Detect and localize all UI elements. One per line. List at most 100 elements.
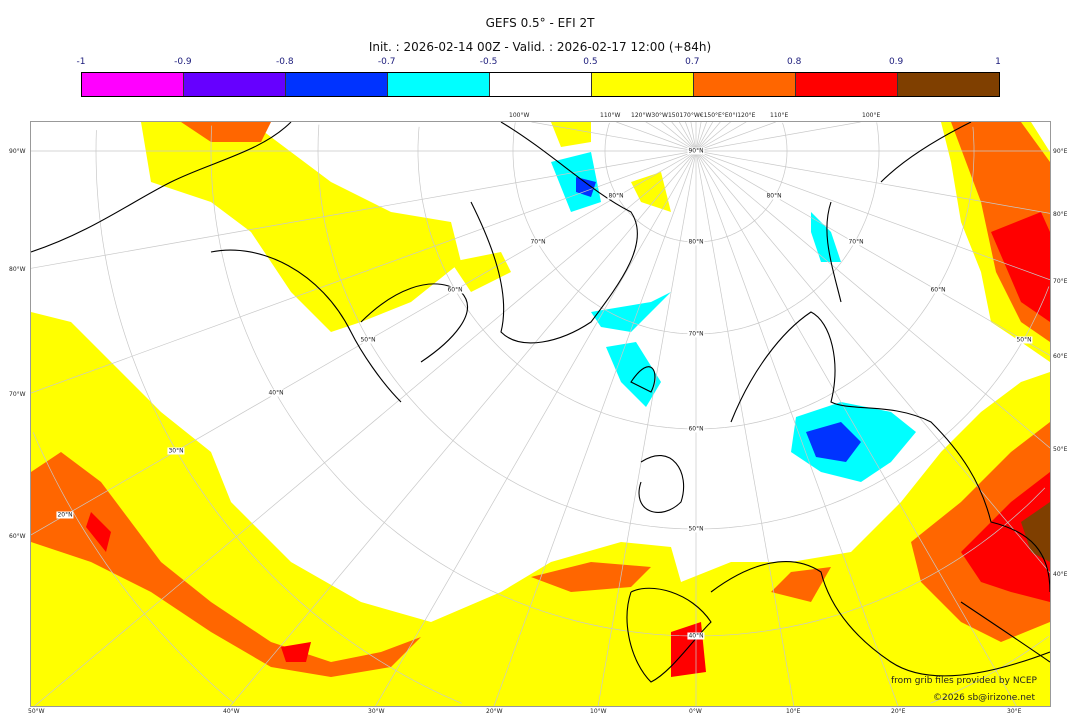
copyright: ©2026 sb@irizone.net	[933, 693, 1035, 703]
colorbar-tick-label: -0.7	[377, 57, 396, 67]
meridian-line	[695, 122, 731, 152]
efi-anomaly-area	[141, 122, 461, 332]
colorbar-tick-label: -1	[76, 57, 86, 67]
graticule-label: 30°E	[1007, 708, 1022, 715]
latitude-label: 80°N	[765, 192, 783, 200]
meridian-line	[695, 150, 1050, 281]
parallel-line	[32, 432, 234, 703]
graticule-label: 100°W	[509, 112, 530, 119]
coastline	[470, 122, 638, 344]
graticule-label: 0°W	[689, 708, 702, 715]
efi-anomaly-area	[671, 622, 706, 677]
chart-title: GEFS 0.5° - EFI 2T	[485, 16, 595, 30]
meridian-line	[695, 150, 795, 706]
meridian-line	[375, 150, 697, 706]
graticule-label: 20°E	[891, 708, 906, 715]
meridian-line	[695, 122, 776, 152]
meridian-line	[31, 150, 697, 394]
graticule-label: 30°W	[368, 708, 385, 715]
colorbar-tick-label: 0.5	[583, 57, 598, 67]
meridian-line	[695, 122, 702, 152]
colorbar-segment	[796, 73, 898, 96]
graticule-label: 20°W	[486, 708, 503, 715]
efi-anomaly-area	[531, 562, 651, 592]
meridian-line	[678, 122, 697, 152]
meridian-line	[695, 150, 1050, 214]
meridian-line	[31, 150, 697, 269]
graticule-label: 110°W	[600, 112, 621, 119]
map: 90°N 80°N 70°N 60°N 50°N 40°N 80°N 70°N 60°N 50°N…	[30, 121, 1051, 707]
efi-anomaly-area	[806, 422, 861, 462]
colorbar-tick-label: -0.8	[275, 57, 294, 67]
coastline	[638, 455, 685, 513]
graticule-label: 100°E	[862, 112, 881, 119]
meridian-line	[695, 122, 721, 152]
meridian-line	[645, 122, 697, 152]
parallel-line	[95, 130, 462, 704]
colorbar-segment	[388, 73, 490, 96]
meridian-line	[597, 150, 697, 706]
efi-anomaly-area	[31, 312, 1050, 706]
meridian-line	[695, 150, 1050, 574]
source-credit: from grib files provided by NCEP	[891, 676, 1037, 686]
graticule-label: 70°W	[9, 391, 26, 398]
parallel-line	[876, 122, 880, 151]
graticule-label: 80°E	[1053, 211, 1068, 218]
parallel-line	[210, 125, 1046, 637]
coastline	[730, 311, 1050, 593]
colorbar-segment	[286, 73, 388, 96]
meridian-line	[695, 150, 899, 706]
efi-anomaly-area	[591, 292, 671, 332]
graticule-label: 40°E	[1053, 571, 1068, 578]
graticule-label: 70°E	[1053, 278, 1068, 285]
graticule-label: 50°W	[28, 708, 45, 715]
graticule-label: 10°E	[786, 708, 801, 715]
colorbar-segment	[82, 73, 184, 96]
meridian-line	[685, 122, 697, 152]
efi-anomaly-area	[281, 642, 311, 662]
coastline	[626, 587, 712, 683]
meridian-line	[695, 122, 747, 152]
latitude-label: 70°N	[847, 238, 865, 246]
meridian-line	[531, 122, 697, 152]
latitude-label: 80°N	[607, 192, 625, 200]
coastline	[210, 249, 402, 403]
coastline	[710, 561, 1050, 677]
graticule-label: 90°W	[9, 148, 26, 155]
graticule-label: 50°E	[1053, 446, 1068, 453]
efi-anomaly-area	[1021, 502, 1050, 562]
efi-anomaly-area	[811, 212, 841, 262]
map-canvas	[31, 122, 1050, 706]
colorbar-tick-label: -0.5	[479, 57, 498, 67]
colorbar-tick-label: 0.9	[888, 57, 904, 67]
colorbar	[81, 72, 1000, 97]
latitude-label: 60°N	[929, 286, 947, 294]
latitude-label: 60°N	[446, 286, 464, 294]
efi-anomaly-area	[86, 512, 111, 552]
parallel-line	[930, 636, 1049, 704]
latitude-label: 70°N	[529, 238, 547, 246]
parallel-line	[417, 126, 975, 430]
colorbar-segment	[490, 73, 592, 96]
meridian-line	[695, 150, 1050, 356]
parallel-line	[604, 122, 788, 243]
colorbar-segment	[184, 73, 286, 96]
latitude-label: 20°N	[56, 511, 74, 519]
graticule-label: 110°E	[770, 112, 789, 119]
graticule-label: 60°W	[9, 533, 26, 540]
latitude-label: 60°N	[687, 425, 705, 433]
meridian-line	[695, 150, 1050, 449]
meridian-line	[616, 122, 697, 152]
colorbar-tick-label: 1	[995, 57, 1001, 67]
graticule-label: 10°W	[590, 708, 607, 715]
meridian-line	[695, 122, 714, 152]
parallel-line	[317, 124, 1050, 530]
latitude-label: 30°N	[167, 447, 185, 455]
colorbar-segment	[592, 73, 694, 96]
coastline	[826, 122, 972, 303]
colorbar-tick-label: 0.8	[787, 57, 802, 67]
latitude-label: 90°N	[687, 147, 705, 155]
colorbar-tick-label: -0.9	[174, 57, 192, 67]
meridian-line	[695, 122, 861, 152]
latitude-label: 40°N	[687, 632, 705, 640]
